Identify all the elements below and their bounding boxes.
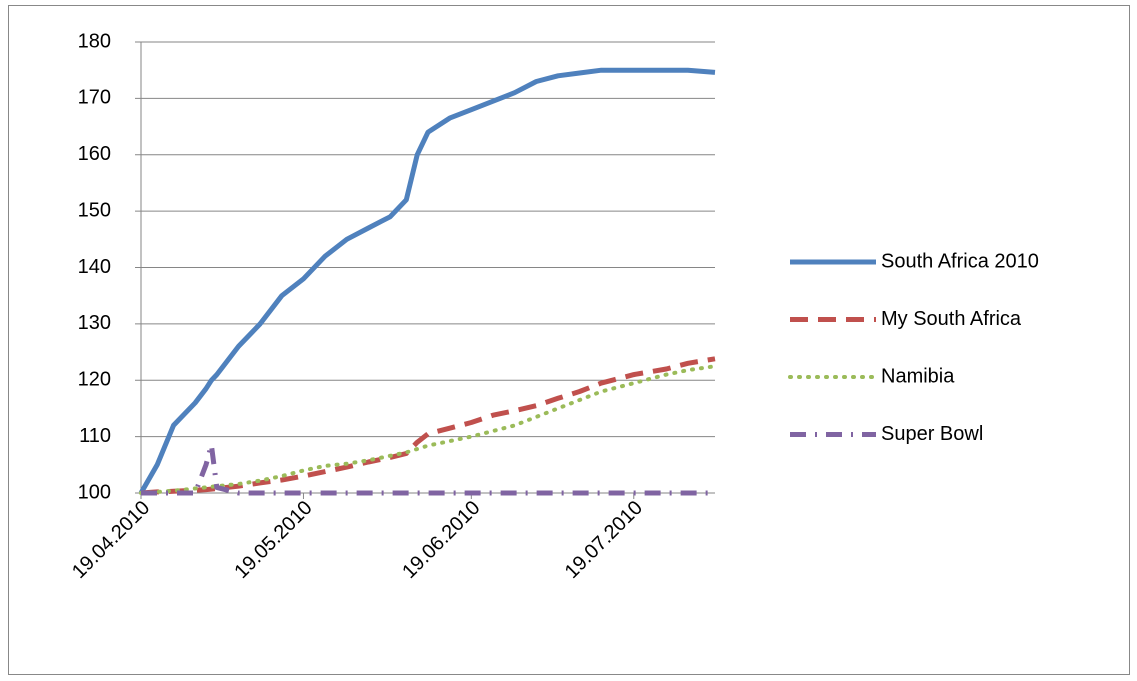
series-line bbox=[138, 67, 716, 495]
y-tick-label: 100 bbox=[78, 481, 111, 503]
series-line bbox=[141, 442, 715, 496]
legend-label: My South Africa bbox=[881, 308, 1022, 330]
y-tick-label: 170 bbox=[78, 87, 111, 109]
y-tick-label: 110 bbox=[79, 425, 111, 447]
y-tick-label: 120 bbox=[78, 369, 111, 391]
legend-label: South Africa 2010 bbox=[881, 250, 1039, 272]
legend-label: Super Bowl bbox=[881, 423, 983, 445]
y-tick-label: 140 bbox=[78, 256, 111, 278]
legend-label: Namibia bbox=[881, 365, 955, 387]
y-tick-label: 150 bbox=[78, 199, 111, 221]
chart-border bbox=[8, 5, 1130, 675]
y-tick-label: 130 bbox=[78, 312, 111, 334]
y-tick-label: 180 bbox=[78, 30, 111, 52]
series-line bbox=[139, 364, 717, 495]
y-tick-label: 160 bbox=[78, 143, 111, 165]
